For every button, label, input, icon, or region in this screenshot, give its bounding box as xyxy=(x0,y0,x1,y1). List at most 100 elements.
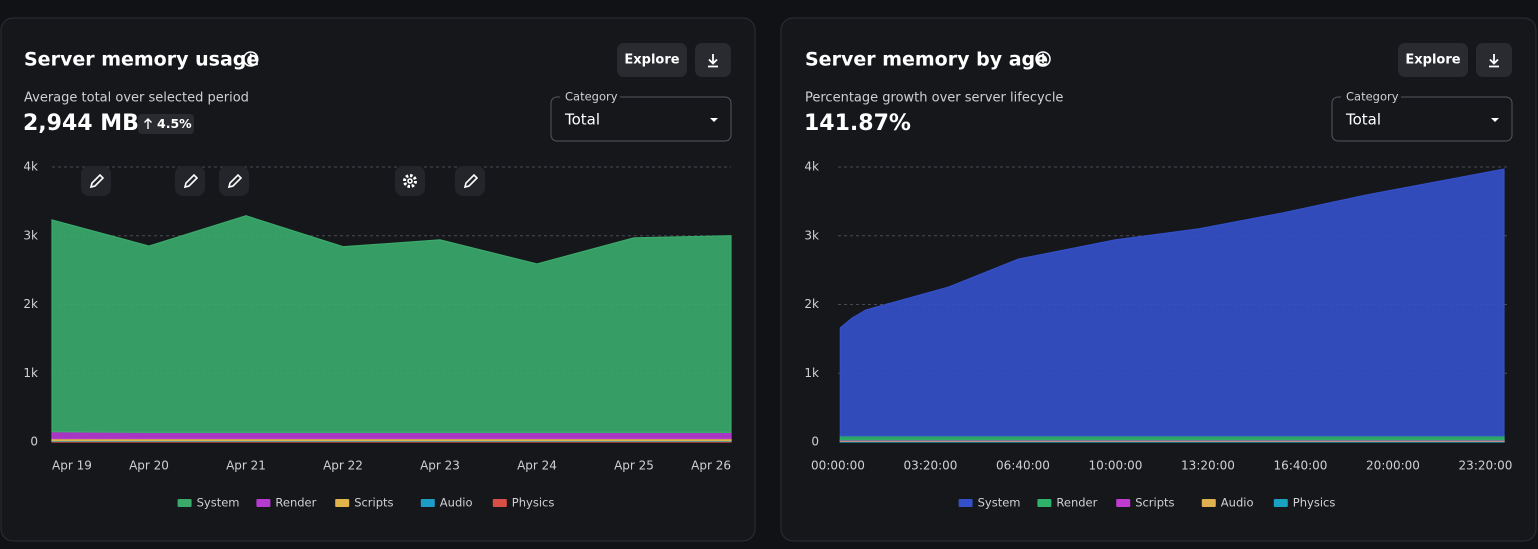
headline: 141.87% xyxy=(804,111,911,136)
y-tick-label: 1k xyxy=(804,366,819,380)
category-value: Total xyxy=(564,111,600,129)
annotation-button[interactable] xyxy=(81,166,111,196)
x-tick-label: Apr 21 xyxy=(226,459,266,473)
y-tick-label: 3k xyxy=(23,228,38,242)
legend-item[interactable]: System xyxy=(958,496,1021,510)
explore-label: Explore xyxy=(624,53,679,68)
x-tick-label: 16:40:00 xyxy=(1274,459,1328,473)
legend-label: Render xyxy=(1056,496,1097,510)
x-tick-label: Apr 20 xyxy=(129,459,169,473)
subtitle: Percentage growth over server lifecycle xyxy=(805,91,1063,106)
legend-swatch xyxy=(1037,499,1052,507)
legend-label: Audio xyxy=(440,496,473,510)
dropdown-caret xyxy=(1491,118,1499,122)
gear-icon xyxy=(407,178,413,184)
x-tick-label: 13:20:00 xyxy=(1181,459,1235,473)
legend-swatch xyxy=(1201,499,1216,507)
select-label-bg xyxy=(560,91,620,103)
x-tick-label: Apr 25 xyxy=(614,459,654,473)
y-tick-label: 4k xyxy=(804,160,819,174)
x-tick-label: 20:00:00 xyxy=(1366,459,1420,473)
legend-label: System xyxy=(197,496,240,510)
category-value: Total xyxy=(1345,111,1381,129)
category-select[interactable] xyxy=(550,96,732,142)
pencil-icon xyxy=(227,173,243,189)
annotation-button[interactable] xyxy=(175,166,205,196)
dropdown-caret xyxy=(710,118,718,122)
x-tick-label: Apr 26 xyxy=(691,459,731,473)
legend-swatch xyxy=(420,499,435,507)
annotation-button[interactable] xyxy=(219,166,249,196)
pencil-icon xyxy=(183,173,199,189)
explore-button[interactable] xyxy=(1398,43,1468,77)
category-select[interactable] xyxy=(1331,96,1513,142)
info-icon xyxy=(249,53,252,56)
y-tick-label: 0 xyxy=(30,435,38,449)
download-icon xyxy=(708,54,718,68)
legend-item[interactable]: Scripts xyxy=(1116,496,1175,510)
y-tick-label: 1k xyxy=(23,366,38,380)
legend-swatch xyxy=(177,499,192,507)
legend-swatch xyxy=(1116,499,1131,507)
x-tick-label: Apr 22 xyxy=(323,459,363,473)
legend-item[interactable]: Scripts xyxy=(335,496,394,510)
legend-item[interactable]: Audio xyxy=(1201,496,1254,510)
y-tick-label: 0 xyxy=(811,435,819,449)
headline: 2,944 MB xyxy=(23,111,139,136)
x-tick-label: 00:00:00 xyxy=(811,459,865,473)
annotation-button[interactable] xyxy=(395,166,425,196)
x-tick-label: 03:20:00 xyxy=(904,459,958,473)
legend-item[interactable]: Audio xyxy=(420,496,473,510)
category-label: Category xyxy=(565,90,618,104)
legend-label: Render xyxy=(275,496,316,510)
annotation-button[interactable] xyxy=(455,166,485,196)
legend-item[interactable]: Render xyxy=(1037,496,1098,510)
legend-item[interactable]: System xyxy=(177,496,240,510)
info-icon xyxy=(1042,53,1044,56)
legend-item[interactable]: Physics xyxy=(492,496,555,510)
area xyxy=(839,168,1505,437)
change-value: 4.5% xyxy=(157,116,192,131)
area xyxy=(51,215,732,433)
subtitle: Average total over selected period xyxy=(24,91,249,106)
panel-title: Server memory by age xyxy=(805,49,1048,71)
info-icon[interactable] xyxy=(242,51,259,67)
legend-label: Scripts xyxy=(354,496,393,510)
x-tick-label: 23:20:00 xyxy=(1459,459,1513,473)
legend-swatch xyxy=(492,499,507,507)
legend-item[interactable]: Render xyxy=(256,496,317,510)
gear-icon xyxy=(403,174,417,188)
category-label: Category xyxy=(1346,90,1399,104)
y-tick-label: 3k xyxy=(804,228,819,242)
y-tick-label: 2k xyxy=(804,297,819,311)
legend-label: Physics xyxy=(512,496,555,510)
pencil-icon xyxy=(463,173,479,189)
y-tick-label: 4k xyxy=(23,160,38,174)
change-badge xyxy=(138,114,194,134)
legend-label: System xyxy=(978,496,1021,510)
x-tick-label: 06:40:00 xyxy=(996,459,1050,473)
legend-swatch xyxy=(335,499,350,507)
legend-swatch xyxy=(256,499,271,507)
select-label-bg xyxy=(1341,91,1401,103)
x-tick-label: Apr 24 xyxy=(517,459,557,473)
legend-swatch xyxy=(958,499,973,507)
legend-label: Physics xyxy=(1293,496,1336,510)
legend-item[interactable]: Physics xyxy=(1273,496,1336,510)
legend-label: Scripts xyxy=(1135,496,1174,510)
legend-swatch xyxy=(1273,499,1288,507)
download-icon xyxy=(1489,54,1499,68)
pencil-icon xyxy=(89,173,105,189)
explore-button[interactable] xyxy=(617,43,687,77)
x-tick-label: 10:00:00 xyxy=(1089,459,1143,473)
y-tick-label: 2k xyxy=(23,297,38,311)
annotation-markers xyxy=(81,166,485,196)
up-arrow xyxy=(144,118,152,129)
area xyxy=(839,435,1505,441)
legend-label: Audio xyxy=(1221,496,1254,510)
x-tick-label: Apr 19 xyxy=(52,459,92,473)
explore-label: Explore xyxy=(1405,53,1460,68)
info-icon[interactable] xyxy=(1035,51,1051,67)
